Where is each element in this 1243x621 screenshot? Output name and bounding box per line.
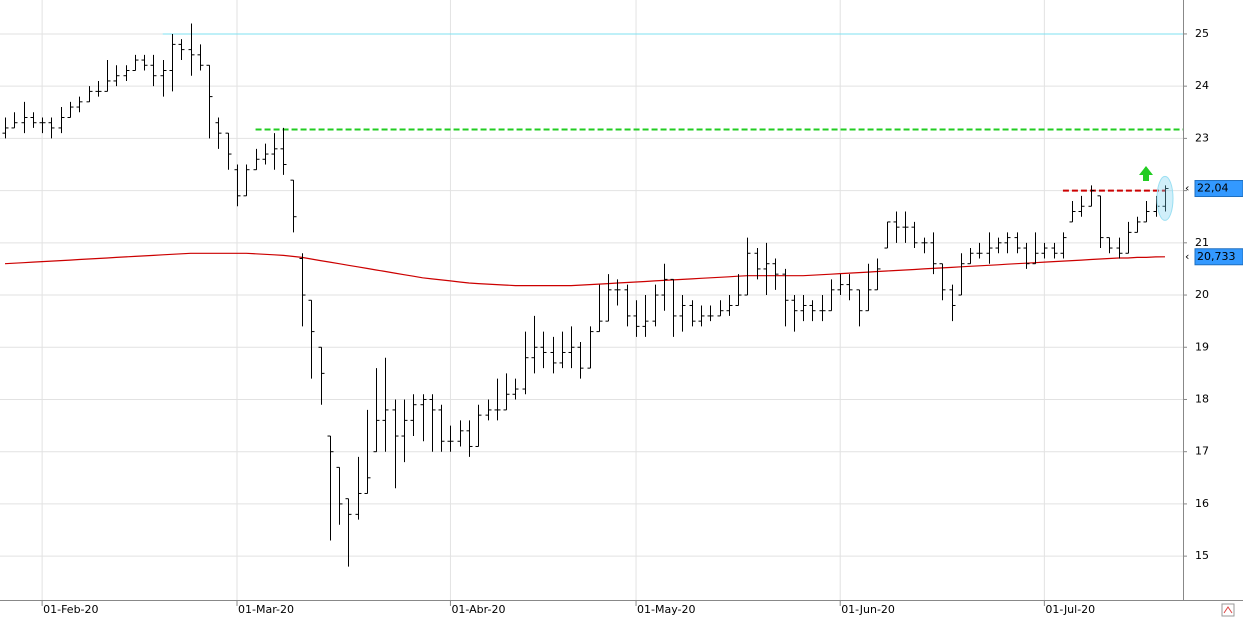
y-tick-label: 20 bbox=[1195, 288, 1209, 301]
value-label: 22,04 bbox=[1197, 182, 1229, 195]
value-pointer: ‹ bbox=[1185, 182, 1189, 195]
value-label-box bbox=[1194, 180, 1243, 198]
moving-average bbox=[4, 252, 1166, 287]
y-tick-label: 16 bbox=[1195, 497, 1209, 510]
y-tick-label: 18 bbox=[1195, 392, 1209, 405]
y-tick-label: 23 bbox=[1195, 131, 1209, 144]
value-label-box bbox=[1194, 248, 1243, 266]
x-tick-label: 01-Feb-20 bbox=[43, 603, 98, 616]
x-tick-label: 01-Abr-20 bbox=[451, 603, 505, 616]
y-tick-label: 17 bbox=[1195, 445, 1209, 458]
y-tick-label: 15 bbox=[1195, 549, 1209, 562]
up-arrow bbox=[1139, 166, 1153, 181]
x-tick-label: 01-Jul-20 bbox=[1045, 603, 1095, 616]
settings-icon-glyph bbox=[1223, 606, 1233, 614]
value-label: 20,733 bbox=[1197, 250, 1236, 263]
x-tick-label: 01-Jun-20 bbox=[841, 603, 895, 616]
x-tick-label: 01-May-20 bbox=[637, 603, 695, 616]
y-tick-label: 21 bbox=[1195, 236, 1209, 249]
y-tick-label: 19 bbox=[1195, 340, 1209, 353]
highlight bbox=[1156, 175, 1174, 221]
settings-icon[interactable] bbox=[1221, 603, 1235, 617]
y-tick-label: 25 bbox=[1195, 27, 1209, 40]
x-tick-label: 01-Mar-20 bbox=[238, 603, 294, 616]
value-pointer: ‹ bbox=[1185, 250, 1189, 263]
y-tick-label: 24 bbox=[1195, 79, 1209, 92]
